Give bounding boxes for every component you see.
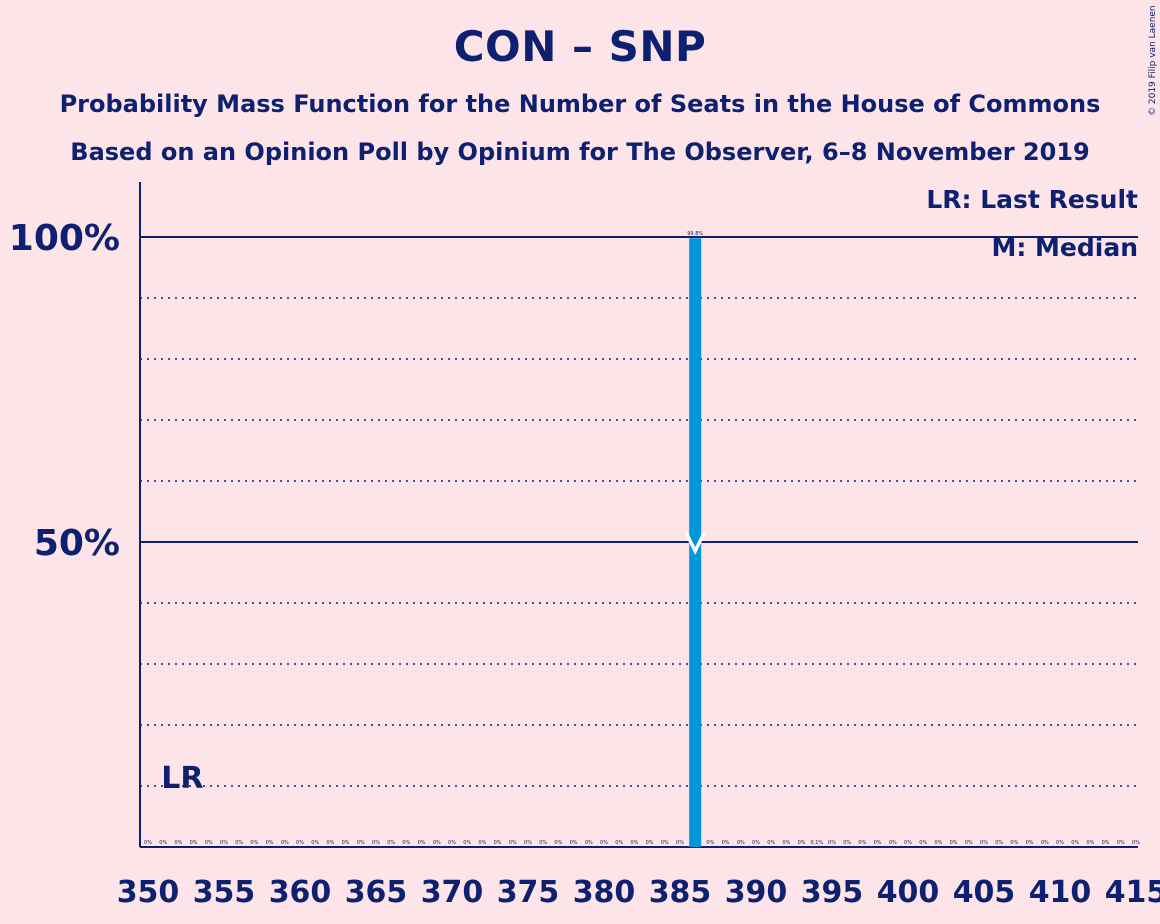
bar-label-384: 0% <box>661 840 669 846</box>
x-tick-label-355: 355 <box>193 875 256 910</box>
bar-label-408: 0% <box>1026 840 1034 846</box>
bar-label-374: 0% <box>509 840 517 846</box>
bar-label-385: 0% <box>676 840 684 846</box>
median-marker <box>684 532 706 555</box>
bar-label-398: 0% <box>874 840 882 846</box>
bar-label-407: 0% <box>1010 840 1018 846</box>
bar-label-402: 0% <box>934 840 942 846</box>
bar-label-376: 0% <box>539 840 547 846</box>
y-tick-label-50: 50% <box>34 523 120 564</box>
bar-label-357: 0% <box>250 840 258 846</box>
bar-label-358: 0% <box>266 840 274 846</box>
bar-label-372: 0% <box>478 840 486 846</box>
y-tick-label-100: 100% <box>9 218 120 259</box>
bar-label-412: 0% <box>1086 840 1094 846</box>
bar-label-371: 0% <box>463 840 471 846</box>
chart-subtitle-1: Probability Mass Function for the Number… <box>59 90 1101 118</box>
bar-label-389: 0% <box>737 840 745 846</box>
bar-label-390: 0% <box>752 840 760 846</box>
bar-label-404: 0% <box>965 840 973 846</box>
bar-label-381: 0% <box>615 840 623 846</box>
x-tick-label-405: 405 <box>953 875 1016 910</box>
bar-label-399: 0% <box>889 840 897 846</box>
bar-label-351: 0% <box>159 840 167 846</box>
x-tick-label-395: 395 <box>801 875 864 910</box>
copyright-notice: © 2019 Filip van Laenen <box>1148 5 1158 116</box>
bar-label-380: 0% <box>600 840 608 846</box>
bar-label-415: 0% <box>1132 840 1140 846</box>
bar-label-396: 0% <box>843 840 851 846</box>
last-result-marker: LR <box>161 761 203 796</box>
x-tick-label-410: 410 <box>1029 875 1092 910</box>
bar-label-379: 0% <box>585 840 593 846</box>
bar-label-395: 0% <box>828 840 836 846</box>
bar-label-360: 0% <box>296 840 304 846</box>
bar-label-391: 0% <box>767 840 775 846</box>
bar-label-382: 0% <box>630 840 638 846</box>
bar-label-355: 0% <box>220 840 228 846</box>
copyright-text: © 2019 Filip van Laenen <box>1148 5 1158 116</box>
bar-label-363: 0% <box>342 840 350 846</box>
bar-label-393: 0% <box>798 840 806 846</box>
bar-label-353: 0% <box>190 840 198 846</box>
legend-median: M: Median <box>991 233 1138 262</box>
x-tick-label-390: 390 <box>725 875 788 910</box>
bar-label-370: 0% <box>448 840 456 846</box>
bar-label-413: 0% <box>1102 840 1110 846</box>
x-tick-label-360: 360 <box>269 875 332 910</box>
legend-last-result: LR: Last Result <box>926 185 1138 214</box>
bar-label-386: 99.8% <box>687 231 703 237</box>
bar-label-397: 0% <box>858 840 866 846</box>
bar-label-409: 0% <box>1041 840 1049 846</box>
x-tick-label-385: 385 <box>649 875 712 910</box>
bar-label-388: 0% <box>722 840 730 846</box>
x-tick-label-380: 380 <box>573 875 636 910</box>
bar-label-350: 0% <box>144 840 152 846</box>
chart-title: CON – SNP <box>453 22 707 71</box>
bar-label-414: 0% <box>1117 840 1125 846</box>
chart-subtitle-2: Based on an Opinion Poll by Opinium for … <box>70 138 1090 166</box>
x-tick-label-370: 370 <box>421 875 484 910</box>
bar-label-354: 0% <box>205 840 213 846</box>
bar-label-361: 0% <box>311 840 319 846</box>
bar-label-352: 0% <box>174 840 182 846</box>
bar-label-356: 0% <box>235 840 243 846</box>
bar-label-392: 0% <box>782 840 790 846</box>
bar-label-366: 0% <box>387 840 395 846</box>
x-tick-label-365: 365 <box>345 875 408 910</box>
bar-label-365: 0% <box>372 840 380 846</box>
bar-label-403: 0% <box>950 840 958 846</box>
bar-386 <box>689 238 702 848</box>
bar-label-411: 0% <box>1071 840 1079 846</box>
bar-label-394: 0.1% <box>810 840 823 846</box>
x-tick-label-400: 400 <box>877 875 940 910</box>
bar-label-364: 0% <box>357 840 365 846</box>
bar-label-368: 0% <box>418 840 426 846</box>
bar-label-400: 0% <box>904 840 912 846</box>
bar-label-367: 0% <box>402 840 410 846</box>
bar-label-359: 0% <box>281 840 289 846</box>
bar-label-401: 0% <box>919 840 927 846</box>
bar-label-375: 0% <box>524 840 532 846</box>
bar-label-378: 0% <box>570 840 578 846</box>
x-tick-label-375: 375 <box>497 875 560 910</box>
bar-label-405: 0% <box>980 840 988 846</box>
bar-label-377: 0% <box>554 840 562 846</box>
bar-label-406: 0% <box>995 840 1003 846</box>
bar-label-383: 0% <box>646 840 654 846</box>
bar-label-373: 0% <box>494 840 502 846</box>
bar-label-369: 0% <box>433 840 441 846</box>
x-tick-label-350: 350 <box>117 875 180 910</box>
bar-label-362: 0% <box>326 840 334 846</box>
bar-label-410: 0% <box>1056 840 1064 846</box>
bar-label-387: 0% <box>706 840 714 846</box>
x-tick-label-415: 415 <box>1105 875 1160 910</box>
